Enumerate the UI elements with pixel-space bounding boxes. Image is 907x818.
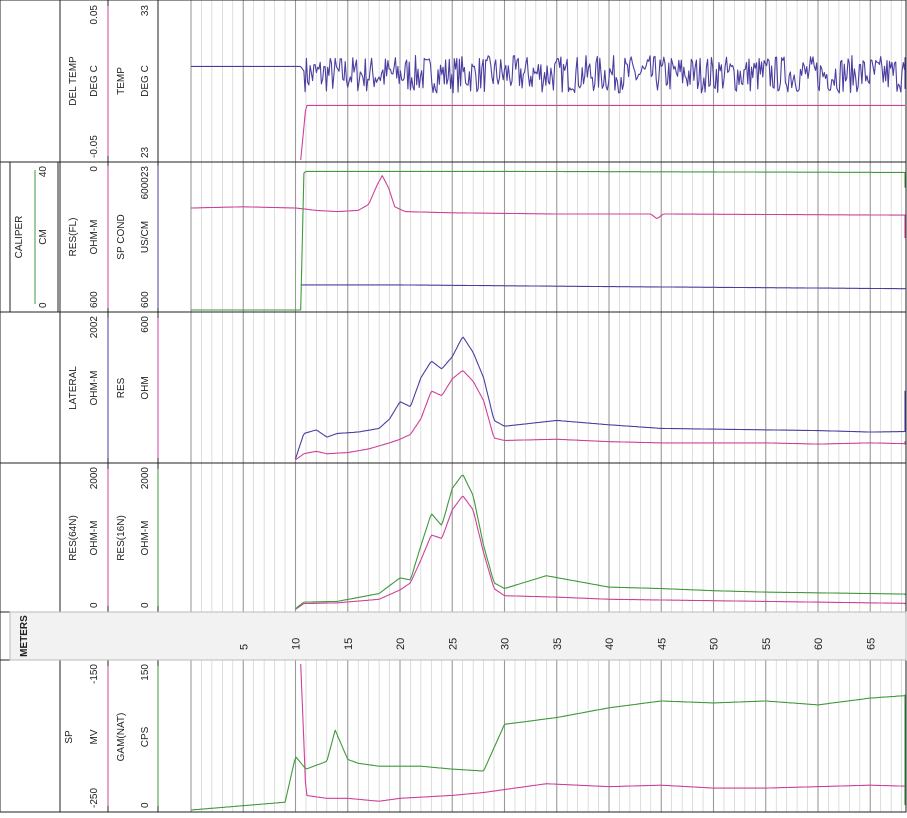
res64-unit: OHM-M (89, 521, 100, 556)
del-temp-curve (191, 55, 906, 94)
gam-max: 150 (140, 664, 151, 681)
caliper-name: CALIPER (14, 216, 25, 259)
depth-tick-label: 50 (709, 638, 721, 650)
depth-tick-label: 65 (865, 638, 877, 650)
gam-min: 0 (140, 802, 151, 808)
depth-tick-label: 20 (395, 638, 407, 650)
res-16n-curve (295, 474, 906, 610)
del-temp-name: DEL TEMP (68, 56, 79, 106)
sp-curve (300, 663, 906, 805)
res-fl-min: 0 (89, 166, 100, 172)
caliper-header-box (9, 161, 59, 313)
sp-name: SP (64, 730, 75, 744)
lateral-curve (294, 336, 906, 459)
depth-tick-label: 55 (761, 638, 773, 650)
sp-max: -150 (89, 664, 100, 684)
res-max: 600 (140, 316, 151, 333)
sp-cond-name: SP COND (116, 214, 127, 259)
res-curve (295, 370, 906, 461)
res-fl-unit: OHM-M (89, 220, 100, 255)
res16-name: RES(16N) (116, 515, 127, 561)
depth-tick-label: 10 (291, 638, 303, 650)
lateral-max: 2002 (89, 316, 100, 339)
temp-min: 23 (140, 146, 151, 158)
res-fl-max: 600 (89, 291, 100, 308)
depth-tick-label: 60 (813, 638, 825, 650)
res64-name: RES(64N) (68, 515, 79, 561)
depth-tick-label: 5 (238, 644, 250, 650)
sp-cond-unit: US/CM (140, 221, 151, 253)
depth-axis-label: METERS (19, 615, 30, 657)
res64-max: 2000 (89, 467, 100, 490)
res16-unit: OHM-M (140, 521, 151, 556)
sp-cond-max: 600023 (140, 166, 151, 200)
lateral-unit: OHM-M (89, 371, 100, 406)
gam-name: GAM(NAT) (116, 713, 127, 762)
temp-max: 33 (140, 5, 151, 17)
res-fl-name: RES(FL) (68, 218, 79, 257)
del-temp-unit: DEG C (89, 65, 100, 97)
res-unit: OHM (140, 376, 151, 399)
depth-gridlines (190, 0, 902, 812)
sp-cond-curve (300, 284, 906, 290)
lateral-name: LATERAL (68, 366, 79, 410)
depth-tick-label: 15 (343, 638, 355, 650)
res16-min: 0 (140, 602, 151, 608)
caliper-unit: CM (38, 229, 49, 245)
sp-cond-min: 600 (140, 291, 151, 308)
sp-unit: MV (89, 729, 100, 744)
temp-unit: DEG C (140, 65, 151, 97)
res-fl-curve (191, 175, 906, 238)
depth-tick-labels: 510152025303540455055606570 (238, 638, 877, 650)
sp-min: -250 (89, 788, 100, 808)
del-temp-min: -0.05 (89, 135, 100, 158)
caliper-curve (191, 170, 906, 311)
res16-max: 2000 (140, 467, 151, 490)
caliper-min: 0 (38, 302, 49, 308)
depth-tick-label: 30 (500, 638, 512, 650)
depth-tick-label: 40 (604, 638, 616, 650)
depth-tick-label: 25 (447, 638, 459, 650)
log-curves (190, 55, 906, 811)
temp-curve (300, 104, 905, 161)
caliper-max: 40 (38, 166, 49, 178)
depth-tick-label: 35 (552, 638, 564, 650)
res64-min: 0 (89, 602, 100, 608)
res-name: RES (116, 377, 127, 398)
del-temp-max: 0.05 (89, 5, 100, 25)
depth-tick-label: 45 (656, 638, 668, 650)
gam-nat-curve (190, 694, 906, 811)
temp-name: TEMP (116, 67, 127, 95)
depth-label-strip (9, 611, 907, 661)
gam-unit: CPS (140, 726, 151, 747)
res-64n-curve (295, 495, 906, 610)
